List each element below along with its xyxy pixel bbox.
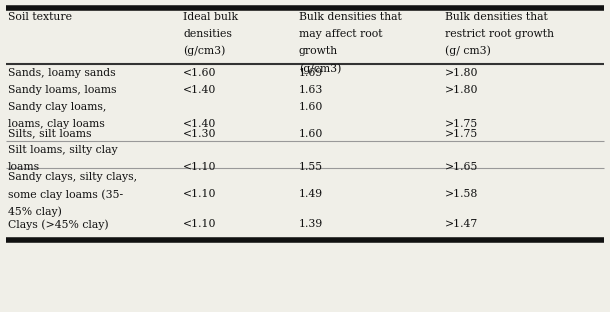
Text: 1.60: 1.60 — [299, 102, 323, 112]
Text: may affect root: may affect root — [299, 29, 382, 39]
Text: 1.69: 1.69 — [299, 68, 323, 78]
Text: >1.75: >1.75 — [445, 119, 479, 129]
Text: <1.10: <1.10 — [183, 219, 217, 229]
Text: 1.60: 1.60 — [299, 129, 323, 139]
Text: <1.60: <1.60 — [183, 68, 217, 78]
Text: Sandy clays, silty clays,: Sandy clays, silty clays, — [8, 172, 137, 182]
Text: <1.10: <1.10 — [183, 189, 217, 199]
Text: growth: growth — [299, 46, 338, 56]
Text: restrict root growth: restrict root growth — [445, 29, 554, 39]
Text: Silt loams, silty clay: Silt loams, silty clay — [8, 145, 118, 155]
Text: Clays (>45% clay): Clays (>45% clay) — [8, 219, 109, 230]
Text: some clay loams (35-: some clay loams (35- — [8, 189, 123, 200]
Text: Ideal bulk: Ideal bulk — [183, 12, 238, 22]
Text: densities: densities — [183, 29, 232, 39]
Text: (g/cm3): (g/cm3) — [183, 46, 225, 56]
Text: 1.63: 1.63 — [299, 85, 323, 95]
Text: Sandy clay loams,: Sandy clay loams, — [8, 102, 106, 112]
Text: >1.47: >1.47 — [445, 219, 479, 229]
Text: >1.75: >1.75 — [445, 129, 479, 139]
Text: Silts, silt loams: Silts, silt loams — [8, 129, 92, 139]
Text: >1.65: >1.65 — [445, 162, 479, 172]
Text: <1.40: <1.40 — [183, 85, 217, 95]
Text: >1.80: >1.80 — [445, 68, 479, 78]
Text: <1.40: <1.40 — [183, 119, 217, 129]
Text: Sands, loamy sands: Sands, loamy sands — [8, 68, 115, 78]
Text: Soil texture: Soil texture — [8, 12, 72, 22]
Text: loams, clay loams: loams, clay loams — [8, 119, 105, 129]
Text: 1.55: 1.55 — [299, 162, 323, 172]
Text: (g/ cm3): (g/ cm3) — [445, 46, 491, 56]
Text: <1.10: <1.10 — [183, 162, 217, 172]
Text: 45% clay): 45% clay) — [8, 207, 62, 217]
Text: (g/cm3): (g/cm3) — [299, 63, 341, 74]
Text: >1.58: >1.58 — [445, 189, 479, 199]
Text: 1.39: 1.39 — [299, 219, 323, 229]
Text: Sandy loams, loams: Sandy loams, loams — [8, 85, 117, 95]
Text: Bulk densities that: Bulk densities that — [445, 12, 548, 22]
Text: >1.80: >1.80 — [445, 85, 479, 95]
Text: loams: loams — [8, 162, 40, 172]
Text: <1.30: <1.30 — [183, 129, 217, 139]
Text: 1.49: 1.49 — [299, 189, 323, 199]
Text: Bulk densities that: Bulk densities that — [299, 12, 401, 22]
